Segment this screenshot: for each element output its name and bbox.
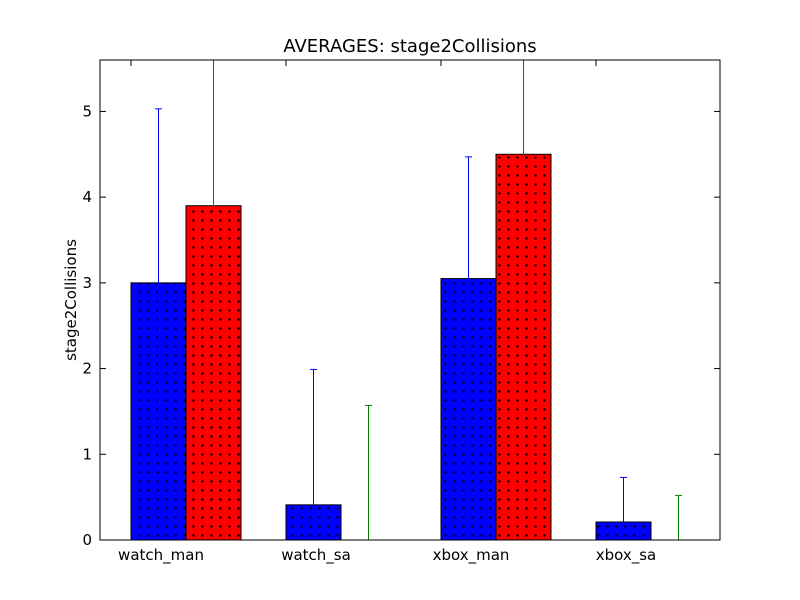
error-bar-s2-watch_sa [365, 404, 372, 540]
error-bar-s1-watch_man [155, 108, 162, 457]
y-tick-label: 5 [82, 102, 92, 120]
y-tick-label: 1 [82, 445, 92, 463]
y-tick-label: 2 [82, 360, 92, 378]
y-tick-label: 0 [82, 531, 92, 549]
bars-layer [130, 153, 706, 541]
error-bar-s1-xbox_man [465, 156, 472, 401]
error-bar-s1-watch_sa [310, 368, 317, 540]
x-tick-label-xbox_man: xbox_man [433, 546, 510, 565]
error-bar-s1-xbox_sa [620, 476, 627, 540]
y-tick-label: 3 [82, 274, 92, 292]
y-tick-label: 4 [82, 188, 92, 206]
plot-frame [99, 59, 721, 541]
chart-title: AVERAGES: stage2Collisions [283, 36, 536, 57]
error-bar-s2-xbox_sa [675, 494, 682, 540]
x-tick-label-watch_man: watch_man [118, 546, 204, 565]
y-axis: 0 1 2 3 4 5 [82, 102, 720, 549]
x-axis: watch_man watch_sa xbox_man xbox_sa [118, 60, 656, 565]
x-tick-label-watch_sa: watch_sa [281, 546, 351, 565]
y-axis-label: stage2Collisions [62, 239, 80, 361]
x-tick-label-xbox_sa: xbox_sa [596, 546, 657, 565]
error-bars-layer [155, 60, 682, 540]
